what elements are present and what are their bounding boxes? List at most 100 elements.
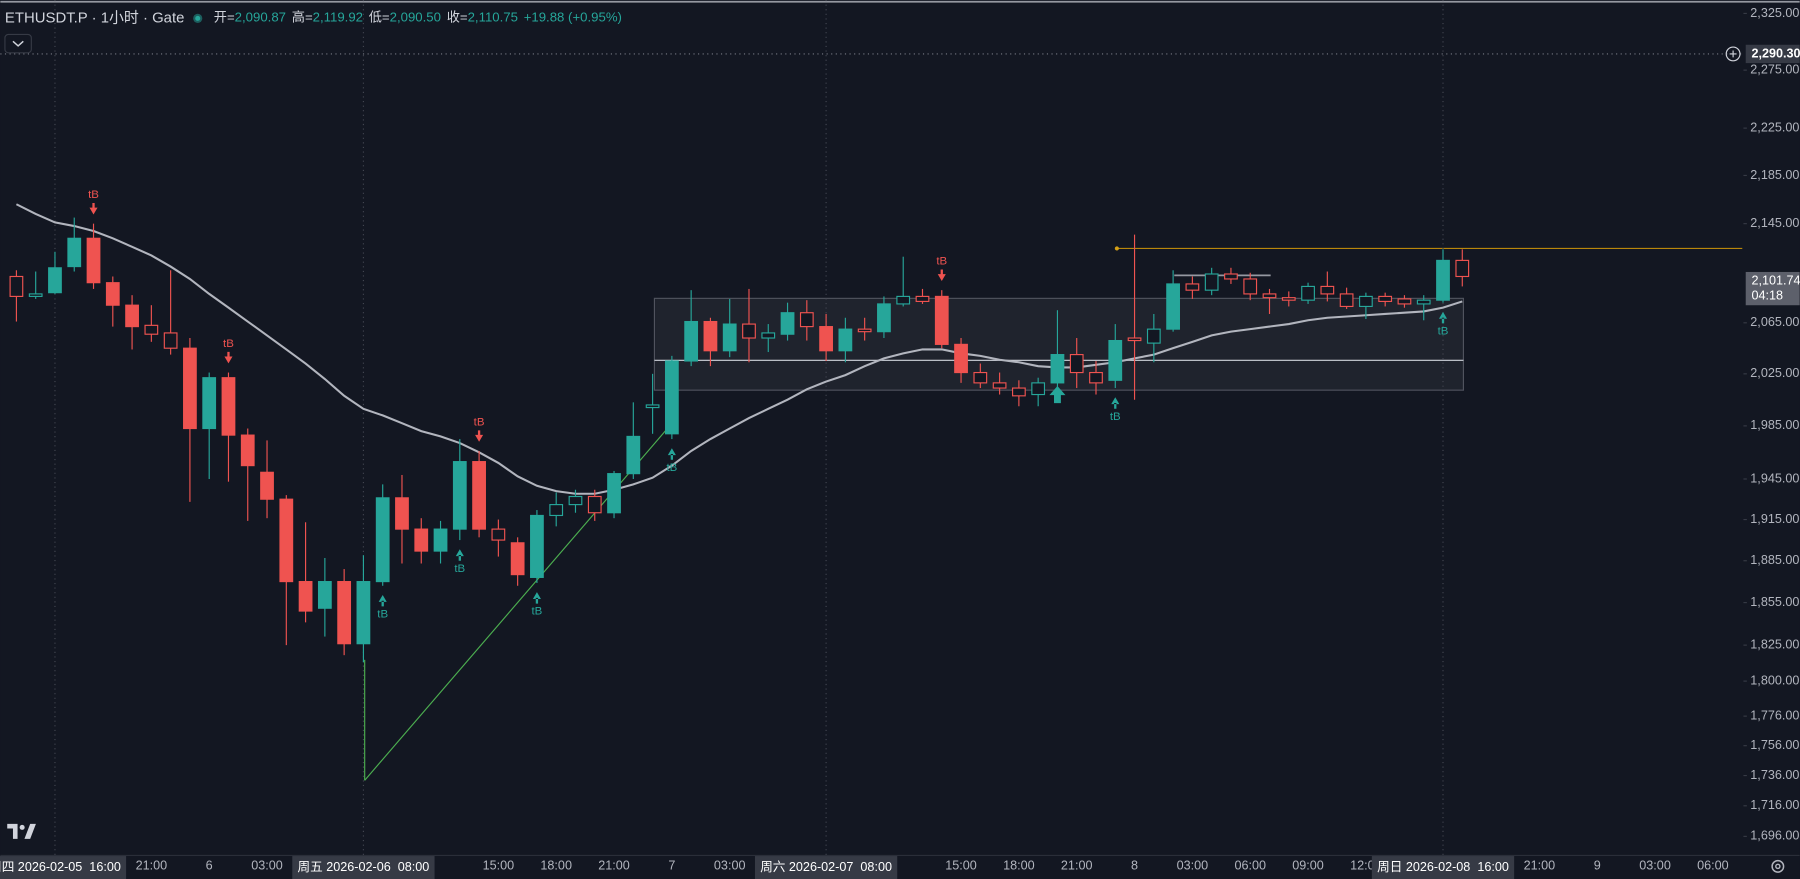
- x-tick-label: 18:00: [540, 859, 572, 873]
- candle-body: [221, 377, 236, 436]
- candle-body: [1359, 295, 1373, 308]
- candle-body: [857, 328, 872, 333]
- signal-arrow: [455, 549, 464, 561]
- settings-icon[interactable]: [1771, 859, 1785, 873]
- candle-body: [761, 332, 776, 339]
- signal-arrow: [475, 430, 484, 442]
- y-tick-label: 1,945.00: [1750, 471, 1799, 485]
- candle-body: [1166, 283, 1180, 330]
- candle-body: [202, 377, 217, 430]
- x-highlight-box: [1371, 856, 1515, 879]
- candle-body: [67, 237, 82, 268]
- ma-line: [15, 203, 1463, 495]
- x-tick-label: 9: [1594, 859, 1601, 873]
- signal-arrow: [1438, 311, 1448, 324]
- signal-label: tB: [1438, 325, 1449, 337]
- candle-body: [1185, 283, 1200, 291]
- candle-body: [510, 542, 525, 576]
- add-icon[interactable]: [1725, 46, 1741, 62]
- crosshair-price: 2,290.30: [1751, 46, 1800, 60]
- y-tick-label: 2,185.00: [1750, 168, 1799, 182]
- candle-body: [1320, 285, 1335, 295]
- x-highlight-box: [754, 856, 898, 879]
- collapse-button[interactable]: [4, 33, 32, 54]
- candle-body: [1011, 387, 1026, 397]
- signal-label: tB: [223, 338, 234, 350]
- y-tick-label: 1,915.00: [1750, 512, 1799, 526]
- x-tick-label: 06:00: [1234, 859, 1266, 873]
- candle-body: [568, 495, 583, 506]
- x-tick-label: 06:00: [1697, 859, 1729, 873]
- signal-arrow: [89, 202, 98, 215]
- candle-body: [530, 514, 544, 578]
- candle-body: [1108, 339, 1123, 381]
- y-tick-label: 2,225.00: [1750, 120, 1799, 134]
- candle-body: [915, 295, 930, 302]
- crosshair-price-box: [1745, 44, 1800, 64]
- x-tick-label: 03:00: [1177, 859, 1209, 873]
- candle-body: [877, 303, 891, 333]
- candle-body: [934, 295, 949, 345]
- x-tick-label: 7: [668, 859, 675, 873]
- y-tick-label: 1,855.00: [1750, 595, 1799, 609]
- candle-body: [896, 295, 911, 305]
- candle-body: [1436, 259, 1450, 301]
- signal-arrow-large: [1049, 385, 1066, 404]
- candle-body: [819, 326, 833, 352]
- x-tick-label: 15:00: [945, 859, 977, 873]
- candle-body: [587, 495, 602, 514]
- candle-body: [491, 528, 506, 541]
- countdown: 04:18: [1751, 288, 1783, 302]
- x-highlight-box: [292, 856, 435, 879]
- signal-label: tB: [936, 256, 947, 268]
- candle-body: [1127, 337, 1142, 342]
- candle-body: [1089, 371, 1103, 384]
- x-tick-label: 6: [206, 859, 213, 873]
- candle-body: [1204, 273, 1219, 291]
- candle-body: [9, 275, 24, 297]
- candle-body: [703, 320, 718, 352]
- signal-label: tB: [666, 462, 677, 474]
- x-highlight-box: [0, 856, 127, 879]
- candle-body: [260, 471, 274, 500]
- candle-body: [1455, 259, 1470, 278]
- x-tick-label: 21:00: [136, 859, 168, 873]
- ohlc-label: 收=: [447, 10, 468, 25]
- candles: [9, 217, 1470, 663]
- ohlc-value: 2,090.50: [390, 10, 441, 25]
- y-tick-label: 2,025.00: [1750, 366, 1799, 380]
- y-tick-label: 1,825.00: [1750, 637, 1799, 651]
- candle-body: [395, 497, 409, 530]
- candle-body: [1416, 299, 1431, 305]
- candle-body: [549, 504, 564, 517]
- candle-body: [356, 581, 371, 645]
- x-tick-label: 03:00: [251, 859, 283, 873]
- y-tick-label: 1,800.00: [1750, 673, 1799, 687]
- y-tick-label: 2,275.00: [1750, 62, 1799, 76]
- x-tick-label: 8: [1131, 859, 1138, 873]
- x-tick-label: 15:00: [483, 859, 515, 873]
- logo-part: [7, 823, 18, 839]
- y-tick-label: 1,985.00: [1750, 418, 1799, 432]
- candle-body: [1262, 293, 1277, 299]
- chart-title: ETHUSDT.P · 1小时 · Gate: [5, 9, 184, 26]
- candle-body: [1281, 297, 1296, 301]
- y-tick-label: 1,756.00: [1750, 738, 1799, 752]
- candle-body: [298, 581, 313, 612]
- header: ETHUSDT.P · 1小时 · Gate: [5, 9, 184, 26]
- signal-label: tB: [377, 608, 388, 620]
- candle-body: [375, 497, 390, 583]
- x-highlight-label: 周六 2026-02-07 08:00: [760, 860, 892, 874]
- last-price: 2,101.74: [1751, 273, 1800, 287]
- x-tick-label: 09:00: [1292, 859, 1324, 873]
- candle-body: [973, 371, 988, 384]
- add-icon-plus: [1729, 50, 1737, 58]
- candle-body: [1301, 285, 1315, 301]
- candle-body: [838, 328, 853, 352]
- candle-body: [1378, 295, 1393, 302]
- candle-body: [317, 581, 332, 609]
- candle-body: [337, 581, 352, 645]
- x-tick-label: 21:00: [598, 859, 630, 873]
- time-guides: [54, 0, 1444, 855]
- candle-body: [125, 304, 139, 328]
